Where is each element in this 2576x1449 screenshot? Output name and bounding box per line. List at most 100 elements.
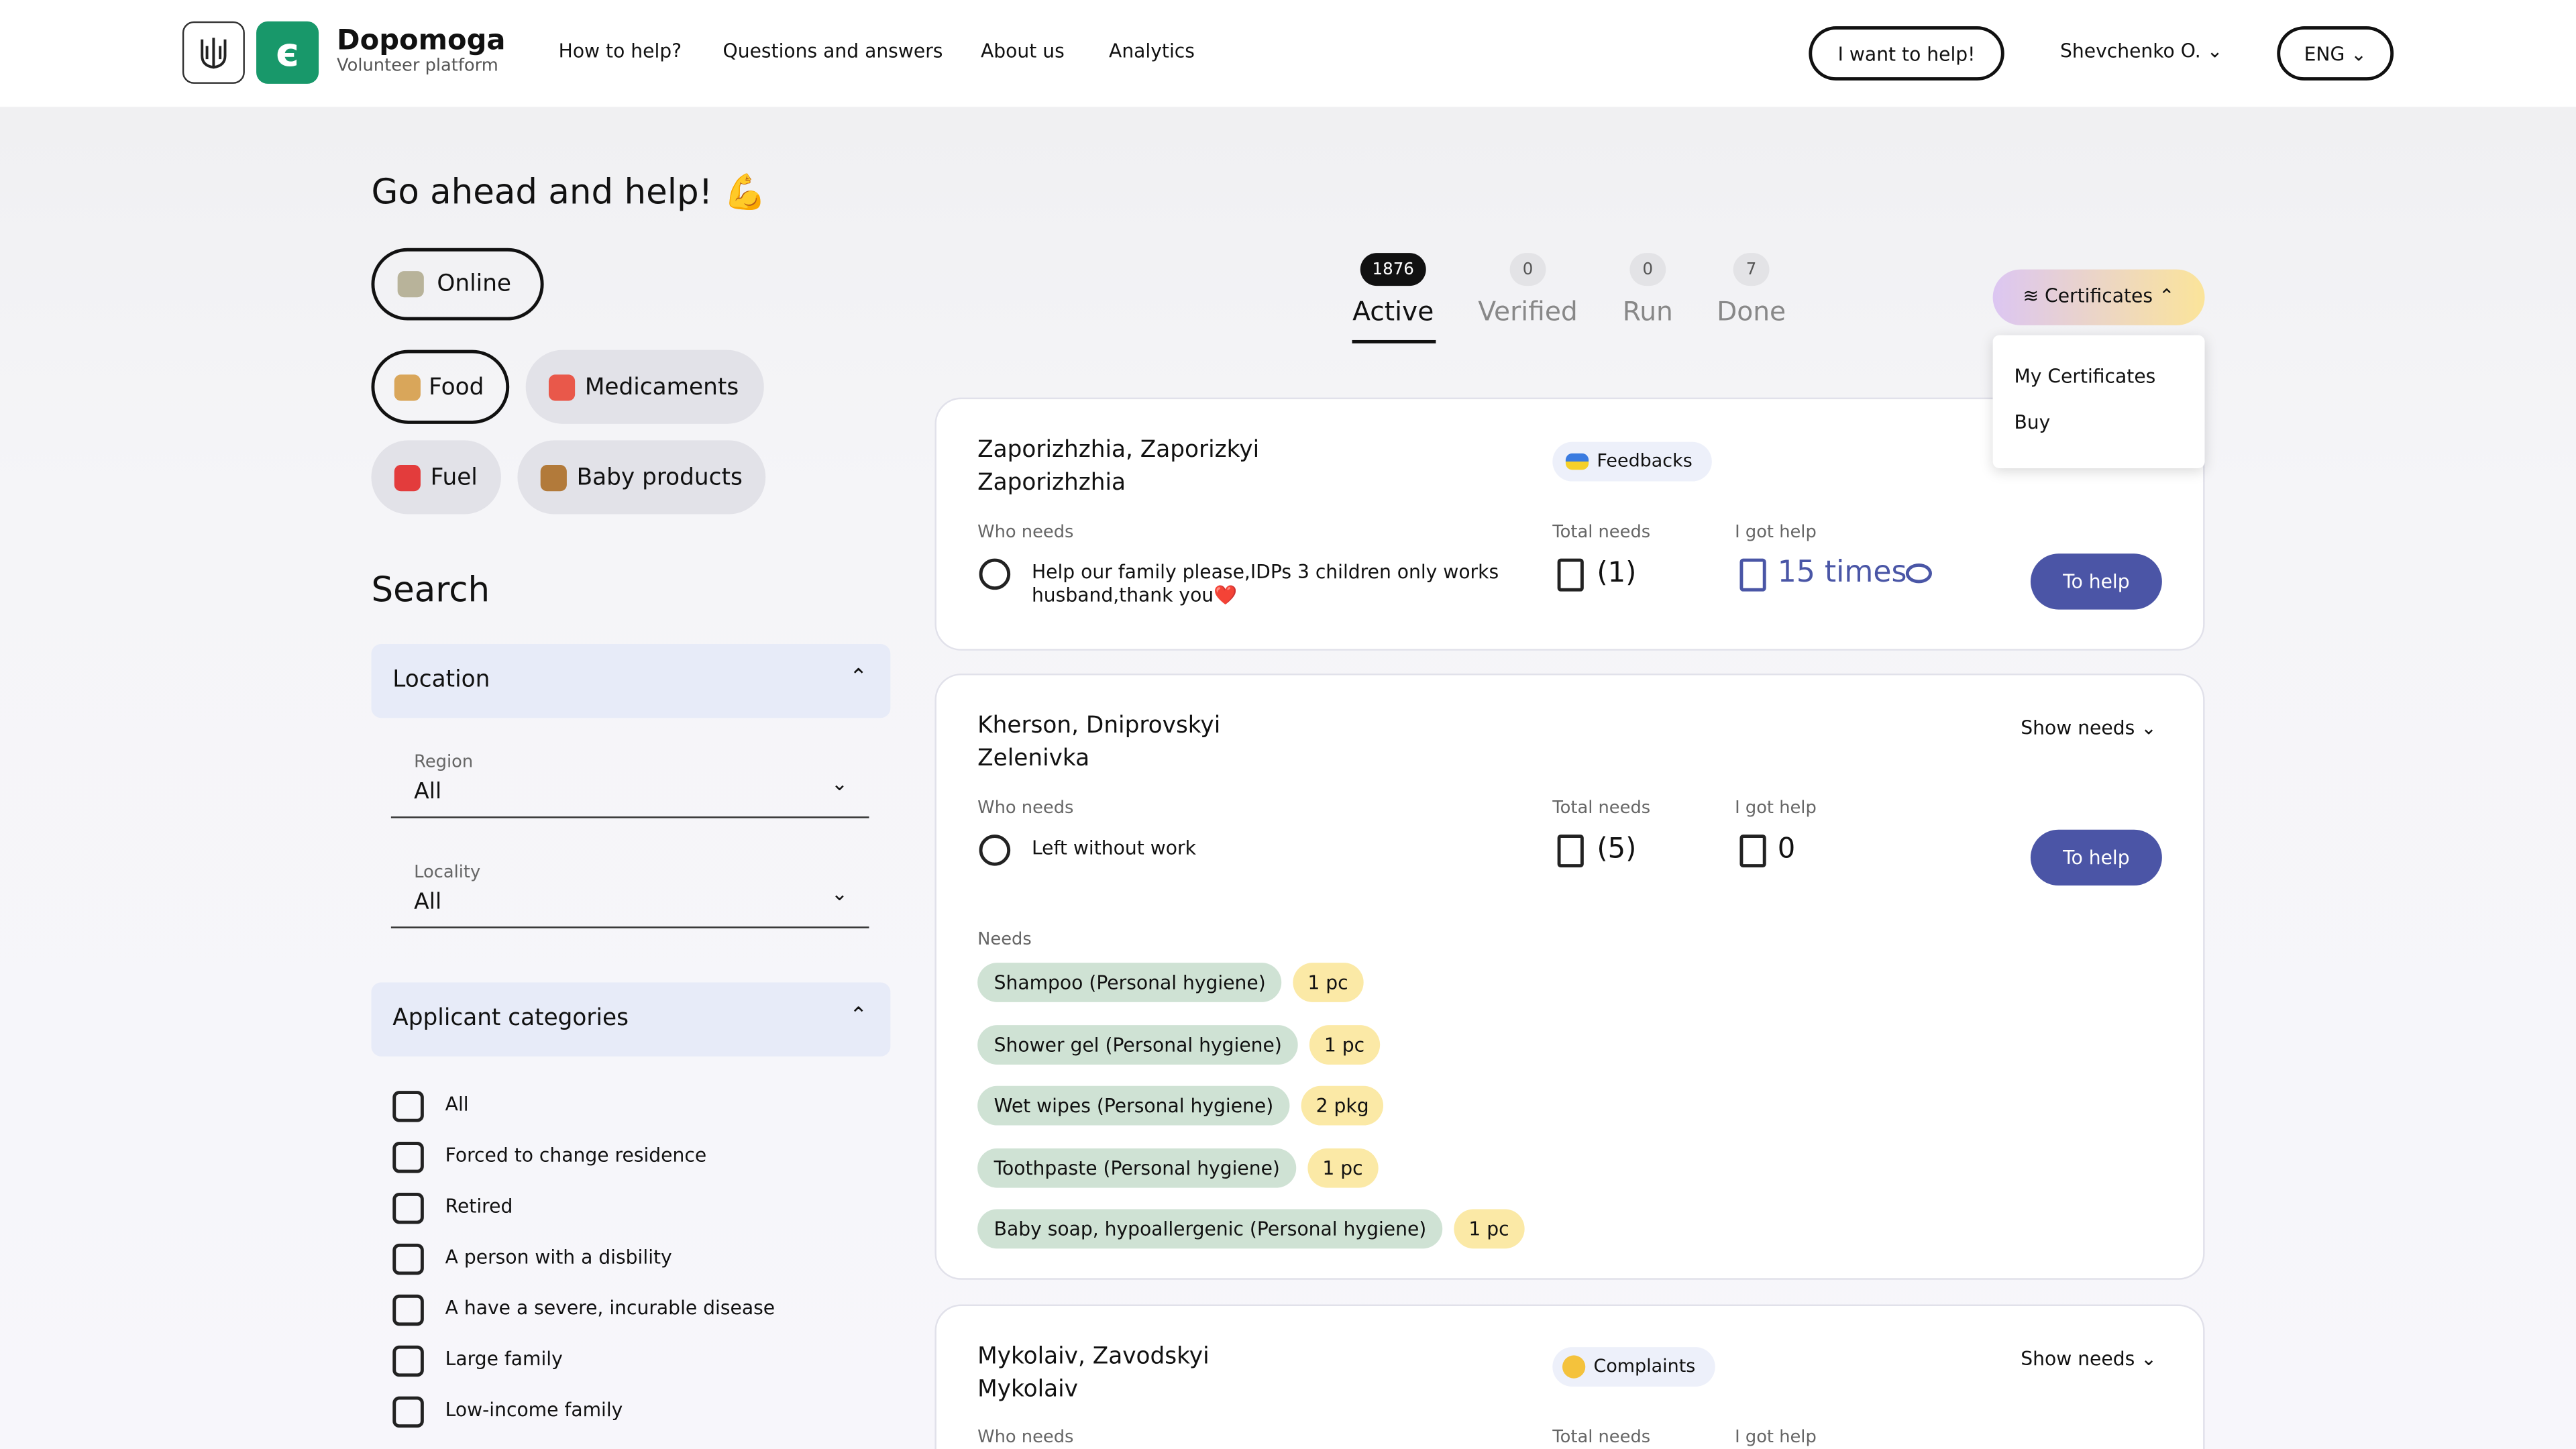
cta-button[interactable]: I want to help! — [1809, 26, 2004, 81]
got-help: 0 — [1777, 833, 1796, 866]
request-card: Mykolaiv, Zavodskyi Mykolaiv Complaints … — [934, 1304, 2205, 1449]
underline — [390, 816, 869, 818]
accordion[interactable]: Location ⌃ — [371, 644, 891, 718]
need-item: Wet wipes (Personal hygiene) — [977, 1085, 1290, 1126]
nav-link[interactable]: About us — [981, 39, 1065, 63]
search-title: Search — [371, 570, 490, 610]
help-type-label: Fuel — [430, 464, 478, 491]
tagline: Volunteer platform — [337, 56, 498, 76]
checkbox[interactable] — [392, 1345, 424, 1377]
nav-link[interactable]: Questions and answers — [722, 39, 943, 63]
button-label: To help — [2063, 570, 2130, 594]
nav-link[interactable]: How to help? — [558, 39, 682, 63]
checkbox[interactable] — [392, 1243, 424, 1275]
help-type-label: Food — [429, 374, 484, 400]
tab-count: 1876 — [1360, 253, 1426, 286]
doc-icon — [1739, 835, 1766, 868]
user-menu[interactable]: Shevchenko O. ⌄ — [2060, 39, 2223, 63]
checkbox[interactable] — [392, 1192, 424, 1224]
menu-item[interactable]: Buy — [2014, 411, 2051, 434]
location: Mykolaiv, Zavodskyi — [977, 1344, 1210, 1371]
need-qty: 1 pc — [1293, 963, 1363, 1002]
language-select[interactable]: ENG ⌄ — [2277, 26, 2394, 81]
checkbox-label[interactable]: Large family — [445, 1347, 563, 1371]
nav-link[interactable]: Analytics — [1109, 39, 1195, 63]
city: Mykolaiv — [977, 1377, 1078, 1403]
emoji: 💪 — [723, 172, 767, 212]
doc-icon — [1739, 558, 1766, 592]
who-needs: Left without work — [1031, 836, 1196, 859]
cta-label: I want to help! — [1837, 42, 1976, 65]
accordion-title: Applicant categories — [392, 1005, 629, 1032]
field-label: Region — [414, 752, 474, 773]
request-card: Kherson, Dniprovskyi Zelenivka Show need… — [934, 674, 2205, 1280]
tab[interactable]: Run — [1622, 295, 1673, 327]
need-qty: 2 pkg — [1301, 1085, 1384, 1126]
need-item: Shampoo (Personal hygiene) — [977, 963, 1283, 1002]
checkbox-label[interactable]: All — [445, 1092, 469, 1116]
help-type[interactable]: Baby products — [517, 440, 766, 515]
help-type[interactable]: Online — [371, 248, 544, 321]
trident-icon — [201, 38, 227, 69]
help-type[interactable]: Fuel — [371, 440, 501, 515]
badge[interactable]: Complaints — [1552, 1347, 1715, 1387]
icon — [397, 271, 424, 298]
tab[interactable]: Done — [1717, 295, 1786, 327]
need-qty: 1 pc — [1307, 1147, 1378, 1187]
label: Who needs — [977, 798, 1074, 818]
person-icon — [979, 835, 1011, 866]
checkbox[interactable] — [392, 1294, 424, 1326]
location: Kherson, Dniprovskyi — [977, 712, 1221, 740]
label: Needs — [977, 930, 1032, 950]
checkbox-label[interactable]: A have a severe, incurable disease — [445, 1296, 775, 1320]
checkbox-label[interactable]: A person with a disbility — [445, 1245, 672, 1269]
checkbox[interactable] — [392, 1091, 424, 1122]
tab[interactable]: Active — [1352, 295, 1434, 327]
help-type[interactable]: Medicaments — [525, 350, 764, 424]
checkbox-label[interactable]: Retired — [445, 1194, 513, 1218]
field-label: Locality — [414, 862, 481, 883]
who-needs: Help our family please,IDPs 3 children o… — [1031, 560, 1499, 606]
badge[interactable]: Feedbacks — [1552, 441, 1713, 482]
help-type[interactable]: Food — [371, 350, 510, 424]
location: Zaporizhzhia, Zaporizkyi — [977, 437, 1260, 464]
to-help-button[interactable]: To help — [2030, 553, 2162, 610]
emblem — [182, 21, 245, 84]
checkbox-label[interactable]: Forced to change residence — [445, 1143, 707, 1167]
checkbox-label[interactable]: Low-income family — [445, 1398, 623, 1421]
certificates-menu: My Certificates Buy — [1992, 335, 2205, 468]
total-needs: (1) — [1597, 557, 1637, 590]
accordion[interactable]: Applicant categories ⌃ — [371, 982, 891, 1057]
field-value[interactable]: All — [414, 778, 442, 806]
certificates-label: Certificates — [2045, 284, 2153, 308]
need-item: Shower gel (Personal hygiene) — [977, 1024, 1299, 1064]
checkbox[interactable] — [392, 1396, 424, 1428]
to-help-button[interactable]: To help — [2030, 829, 2162, 886]
certificates-button[interactable]: ≋ Certificates ⌃ — [1992, 269, 2205, 325]
field-value[interactable]: All — [414, 888, 442, 916]
eye-icon[interactable] — [1905, 564, 1933, 584]
icon — [1562, 1355, 1586, 1379]
badge-label: Complaints — [1593, 1356, 1696, 1378]
show-needs[interactable]: Show needs ⌄ — [2021, 1347, 2157, 1371]
label: I got help — [1735, 1428, 1817, 1448]
tab[interactable]: Verified — [1478, 295, 1578, 327]
icon — [1565, 453, 1589, 470]
brand: Dopomoga — [337, 24, 506, 58]
user-name: Shevchenko O. — [2060, 39, 2201, 63]
icon — [548, 374, 576, 400]
tab-count: 7 — [1733, 253, 1770, 286]
show-needs-label: Show needs — [2021, 716, 2135, 740]
accordion-title: Location — [392, 667, 490, 694]
show-needs[interactable]: Show needs ⌄ — [2021, 716, 2157, 740]
checkbox[interactable] — [392, 1142, 424, 1173]
tab-indicator — [1352, 339, 1436, 343]
menu-item[interactable]: My Certificates — [2014, 364, 2156, 388]
label: Total needs — [1552, 1428, 1651, 1448]
got-help[interactable]: 15 times — [1777, 555, 1907, 590]
underline — [390, 926, 869, 928]
show-needs-label: Show needs — [2021, 1347, 2135, 1371]
logo[interactable]: є — [256, 21, 319, 84]
